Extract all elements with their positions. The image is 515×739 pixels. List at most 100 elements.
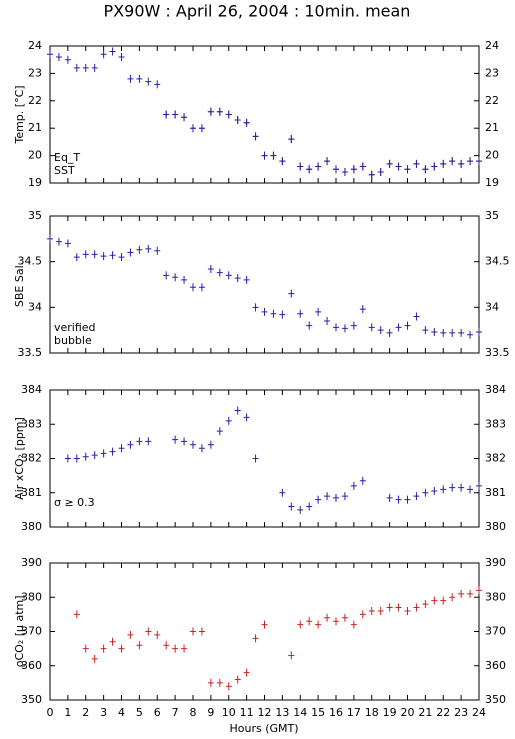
data-point [216,268,223,277]
data-point [449,328,456,337]
data-point [359,162,366,171]
data-point [216,678,223,687]
y-tick-label: 384 [21,383,42,396]
plot-frame [49,562,480,701]
y-tick-label: 21 [485,121,499,134]
data-point [476,157,482,166]
data-point [118,253,125,262]
data-point [377,168,384,177]
data-point [234,675,241,684]
y-tick-label: 360 [485,659,506,672]
data-point [207,107,214,116]
data-point [279,157,286,166]
data-point [172,435,179,444]
y-tick-label: 33.5 [485,346,510,359]
data-point [440,485,447,494]
y-tick-label: 19 [485,176,499,189]
data-point [73,63,80,72]
data-point [341,324,348,333]
data-point [145,77,152,86]
y-tick-label: 23 [485,66,499,79]
x-tick-label: 9 [207,706,214,719]
data-point [341,613,348,622]
data-point [306,617,313,626]
y-tick-label: 380 [21,520,42,533]
y-tick-label: 350 [485,693,506,706]
data-point [243,413,250,422]
data-point [73,454,80,463]
legend-label: bubble [54,334,92,347]
data-point [136,437,143,446]
data-point [288,651,295,660]
data-point [100,644,107,653]
x-tick-label: 22 [436,706,450,719]
data-point [341,168,348,177]
data-point [386,159,393,168]
legend-label: SST [54,164,75,177]
y-tick-label: 33.5 [18,346,43,359]
data-point [422,600,429,609]
data-point [252,634,259,643]
y-tick-label: 20 [485,149,499,162]
data-point [422,326,429,335]
data-point [458,159,465,168]
y-axis-label: Temp. [°C] [13,85,26,144]
plot-frame [49,45,480,184]
data-point [350,321,357,330]
data-point [225,682,232,691]
data-point [476,481,482,490]
y-tick-label: 34 [485,300,499,313]
data-point [64,55,71,64]
y-tick-label: 34.5 [18,255,43,268]
data-point [190,124,196,133]
data-point [181,644,188,653]
y-tick-label: 370 [485,625,506,638]
data-point [243,275,250,284]
y-tick-label: 381 [21,486,42,499]
data-point [440,159,447,168]
x-tick-label: 8 [190,706,197,719]
data-point [181,113,188,122]
data-point [127,440,134,449]
data-point [190,627,196,636]
data-point [324,317,331,326]
y-tick-label: 390 [21,556,42,569]
data-point [377,606,384,615]
data-point [431,162,438,171]
data-point [333,165,339,174]
data-point [422,165,429,174]
data-point [91,250,98,259]
data-point [350,481,357,490]
data-point [207,264,214,273]
data-point [359,476,366,485]
data-point [359,610,366,619]
data-point [458,328,465,337]
data-point [315,495,322,504]
data-point [136,641,143,650]
y-tick-label: 383 [485,417,506,430]
data-point [395,162,402,171]
data-point [181,275,188,284]
data-point [395,495,402,504]
data-point [458,483,465,492]
data-point [467,330,474,339]
data-point [297,620,304,629]
y-tick-label: 383 [21,417,42,430]
y-tick-label: 35 [485,209,499,222]
data-point [55,237,62,246]
data-point [100,50,107,59]
x-tick-label: 23 [454,706,468,719]
data-point [467,157,474,166]
x-tick-label: 13 [275,706,289,719]
data-point [368,170,375,179]
data-point [118,444,125,453]
data-point [181,437,188,446]
data-point [145,437,152,446]
data-point [225,416,232,425]
data-point [145,627,152,636]
data-point [234,274,241,283]
data-point [118,644,125,653]
y-tick-label: 380 [485,590,506,603]
x-tick-label: 20 [401,706,415,719]
y-tick-label: 21 [28,121,42,134]
